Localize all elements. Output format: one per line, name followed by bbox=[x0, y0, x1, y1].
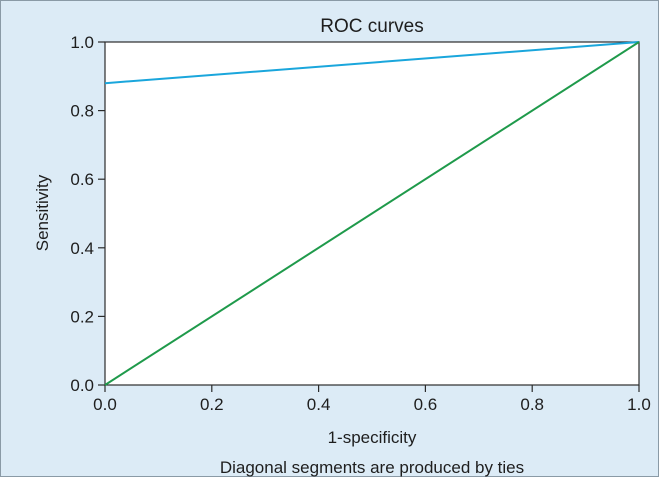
x-tick-label: 0.2 bbox=[200, 395, 224, 414]
x-axis: 0.0 0.2 0.4 0.6 0.8 1.0 bbox=[93, 385, 651, 414]
x-tick-label: 0.0 bbox=[93, 395, 117, 414]
y-axis: 0.0 0.2 0.4 0.6 0.8 1.0 bbox=[70, 33, 105, 395]
y-tick-label: 0.4 bbox=[70, 239, 94, 258]
x-tick-label: 0.4 bbox=[307, 395, 331, 414]
y-tick-label: 0.8 bbox=[70, 102, 94, 121]
footnote: Diagonal segments are produced by ties bbox=[220, 458, 524, 477]
y-tick-label: 1.0 bbox=[70, 33, 94, 52]
x-tick-label: 1.0 bbox=[627, 395, 651, 414]
y-axis-label: Sensitivity bbox=[33, 174, 52, 251]
x-tick-label: 0.8 bbox=[520, 395, 544, 414]
x-tick-label: 0.6 bbox=[414, 395, 438, 414]
y-tick-label: 0.2 bbox=[70, 307, 94, 326]
y-tick-label: 0.0 bbox=[70, 376, 94, 395]
y-tick-label: 0.6 bbox=[70, 170, 94, 189]
series-group bbox=[104, 41, 640, 386]
chart-title: ROC curves bbox=[320, 16, 423, 37]
roc-series-line-2 bbox=[104, 41, 640, 386]
roc-series-line-1 bbox=[104, 41, 640, 85]
x-axis-label: 1-specificity bbox=[328, 428, 417, 447]
